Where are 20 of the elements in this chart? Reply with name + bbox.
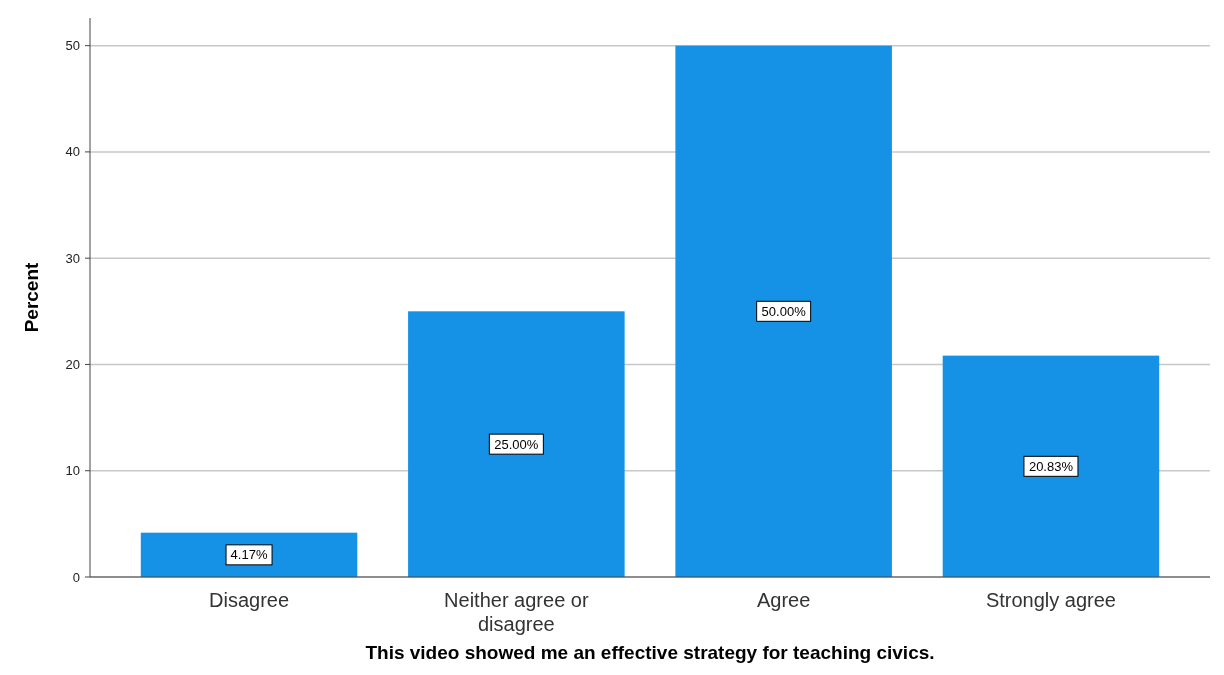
x-tick-label: Disagree [209, 589, 290, 611]
bar [408, 311, 625, 577]
data-label: 25.00% [494, 436, 539, 452]
y-axis-title: Percent [21, 261, 42, 333]
x-tick-label: Strongly agree [985, 589, 1116, 611]
y-tick-label: 10 [65, 463, 80, 479]
y-tick-label: 20 [65, 357, 80, 372]
x-tick-label: Agree [756, 589, 811, 611]
x-tick-label: Neither agree or disagree [444, 589, 589, 635]
bar [140, 532, 358, 577]
data-label: 20.83% [1028, 458, 1074, 474]
x-axis-title: This video showed me an effective strategy for teaching civics. [365, 642, 935, 663]
bar [675, 45, 892, 577]
bar [942, 355, 1160, 577]
y-tick-label: 40 [65, 144, 80, 160]
y-tick-label: 30 [65, 250, 80, 266]
y-tick-label: 50 [65, 38, 80, 54]
data-label: 4.17% [230, 547, 268, 563]
y-tick-label: 0 [72, 569, 80, 585]
data-label: 50.00% [761, 303, 807, 319]
